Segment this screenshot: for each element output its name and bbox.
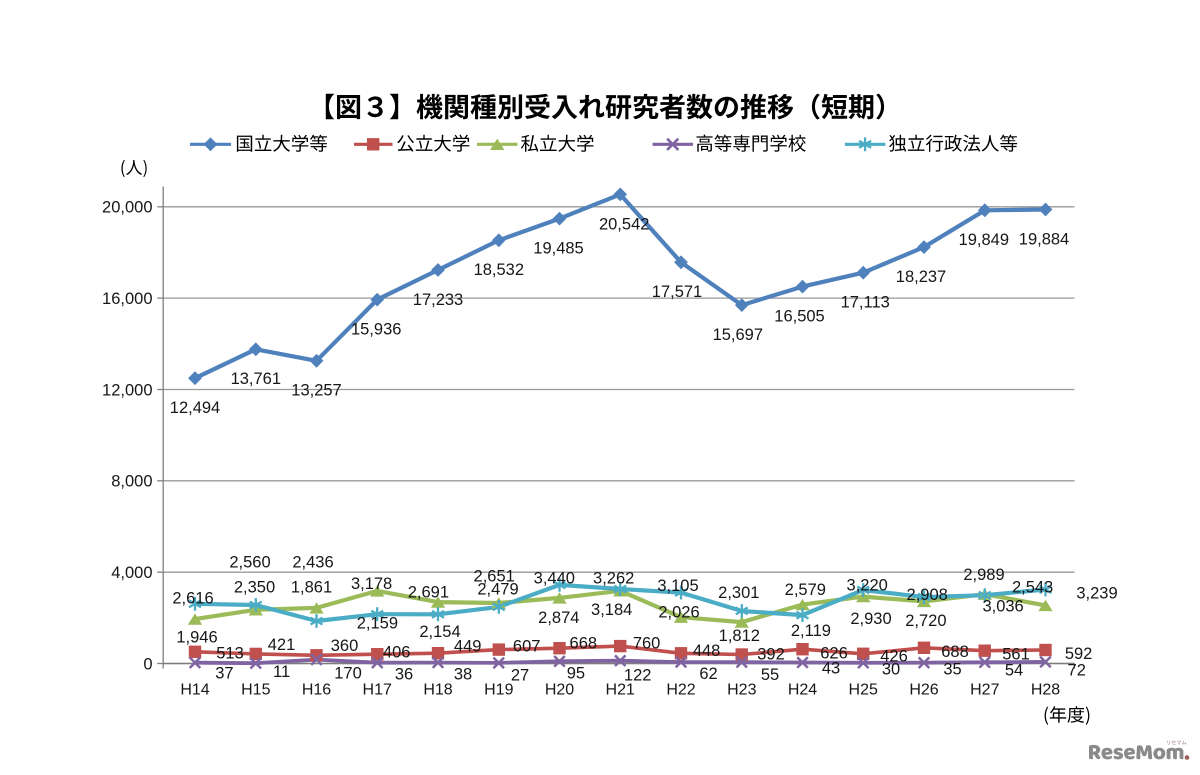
svg-text:H22: H22: [666, 682, 695, 699]
svg-text:H23: H23: [727, 682, 756, 699]
svg-text:H14: H14: [180, 682, 209, 699]
svg-text:2,479: 2,479: [477, 581, 518, 599]
svg-text:H21: H21: [606, 682, 635, 699]
svg-text:2,154: 2,154: [419, 623, 460, 641]
svg-text:2,989: 2,989: [963, 566, 1004, 584]
svg-text:43: 43: [822, 659, 840, 677]
svg-text:2,720: 2,720: [905, 612, 946, 630]
svg-text:16,000: 16,000: [102, 290, 152, 308]
svg-text:16,505: 16,505: [774, 308, 824, 326]
svg-text:688: 688: [941, 643, 969, 661]
svg-text:95: 95: [567, 664, 585, 682]
svg-text:2,908: 2,908: [907, 586, 948, 604]
svg-text:17,571: 17,571: [652, 283, 702, 301]
svg-text:2,026: 2,026: [658, 603, 699, 621]
svg-text:3,239: 3,239: [1076, 585, 1117, 603]
svg-text:170: 170: [334, 664, 362, 682]
svg-text:406: 406: [383, 643, 411, 661]
svg-text:8,000: 8,000: [111, 473, 152, 491]
svg-text:17,113: 17,113: [841, 294, 890, 312]
svg-text:592: 592: [1065, 645, 1093, 663]
svg-text:18,532: 18,532: [474, 261, 524, 279]
svg-text:3,178: 3,178: [351, 575, 392, 593]
svg-text:H19: H19: [484, 682, 513, 699]
svg-text:35: 35: [943, 660, 961, 678]
svg-text:1,812: 1,812: [719, 627, 760, 645]
svg-text:62: 62: [699, 665, 717, 683]
svg-text:19,485: 19,485: [533, 239, 583, 257]
svg-text:30: 30: [882, 660, 900, 678]
svg-text:1,946: 1,946: [176, 628, 217, 646]
svg-text:H26: H26: [909, 682, 938, 699]
svg-text:2,691: 2,691: [408, 584, 449, 602]
svg-text:426: 426: [880, 648, 908, 666]
svg-text:18,237: 18,237: [896, 268, 946, 286]
svg-text:15,936: 15,936: [351, 321, 401, 339]
svg-text:0: 0: [143, 655, 152, 673]
svg-text:72: 72: [1068, 661, 1086, 679]
svg-text:122: 122: [624, 666, 652, 684]
svg-text:3,105: 3,105: [657, 577, 698, 595]
svg-text:607: 607: [513, 638, 541, 656]
svg-text:448: 448: [693, 642, 721, 660]
svg-text:2,616: 2,616: [172, 589, 213, 607]
svg-text:19,849: 19,849: [959, 231, 1009, 249]
svg-text:20,000: 20,000: [102, 199, 152, 217]
svg-text:2,651: 2,651: [474, 567, 515, 585]
svg-text:668: 668: [570, 635, 598, 653]
svg-text:13,761: 13,761: [231, 370, 281, 388]
svg-text:H20: H20: [545, 682, 574, 699]
svg-text:421: 421: [268, 636, 296, 654]
svg-text:H25: H25: [849, 682, 878, 699]
svg-text:2,436: 2,436: [292, 553, 333, 571]
svg-text:2,930: 2,930: [850, 610, 891, 628]
svg-text:360: 360: [331, 637, 359, 655]
svg-text:392: 392: [757, 645, 785, 663]
svg-text:19,884: 19,884: [1019, 230, 1069, 248]
svg-text:36: 36: [395, 665, 413, 683]
svg-text:3,220: 3,220: [847, 576, 888, 594]
svg-text:H16: H16: [302, 682, 331, 699]
svg-text:2,159: 2,159: [357, 615, 398, 633]
svg-text:17,233: 17,233: [413, 291, 463, 309]
svg-text:12,000: 12,000: [102, 381, 152, 399]
svg-text:513: 513: [216, 645, 244, 663]
svg-text:2,543: 2,543: [1012, 578, 1053, 596]
svg-text:12,494: 12,494: [170, 399, 220, 417]
svg-text:H18: H18: [423, 682, 452, 699]
svg-text:11: 11: [273, 663, 290, 681]
svg-text:H15: H15: [241, 682, 270, 699]
svg-text:3,184: 3,184: [591, 601, 632, 619]
svg-text:27: 27: [511, 666, 529, 684]
svg-text:3,262: 3,262: [593, 569, 634, 587]
svg-text:37: 37: [215, 665, 233, 683]
svg-text:55: 55: [761, 666, 779, 684]
svg-text:1,861: 1,861: [291, 578, 332, 596]
svg-text:561: 561: [1002, 646, 1030, 664]
svg-text:20,542: 20,542: [599, 215, 649, 233]
svg-text:15,697: 15,697: [713, 326, 763, 344]
svg-text:2,874: 2,874: [538, 609, 579, 627]
svg-text:2,579: 2,579: [785, 581, 826, 599]
svg-text:760: 760: [633, 635, 661, 653]
svg-text:2,119: 2,119: [791, 622, 831, 640]
svg-text:H17: H17: [363, 682, 392, 699]
svg-text:3,440: 3,440: [534, 569, 575, 587]
svg-text:H24: H24: [788, 682, 817, 699]
svg-text:3,036: 3,036: [982, 598, 1023, 616]
svg-text:2,350: 2,350: [234, 578, 275, 596]
svg-text:54: 54: [1005, 661, 1023, 679]
svg-text:13,257: 13,257: [291, 382, 341, 400]
svg-text:626: 626: [820, 644, 848, 662]
svg-text:449: 449: [454, 638, 482, 656]
svg-text:H27: H27: [970, 682, 999, 699]
svg-text:4,000: 4,000: [111, 564, 152, 582]
svg-text:2,301: 2,301: [718, 584, 759, 602]
svg-text:H28: H28: [1031, 682, 1060, 699]
svg-text:2,560: 2,560: [229, 553, 270, 571]
svg-text:38: 38: [454, 665, 472, 683]
